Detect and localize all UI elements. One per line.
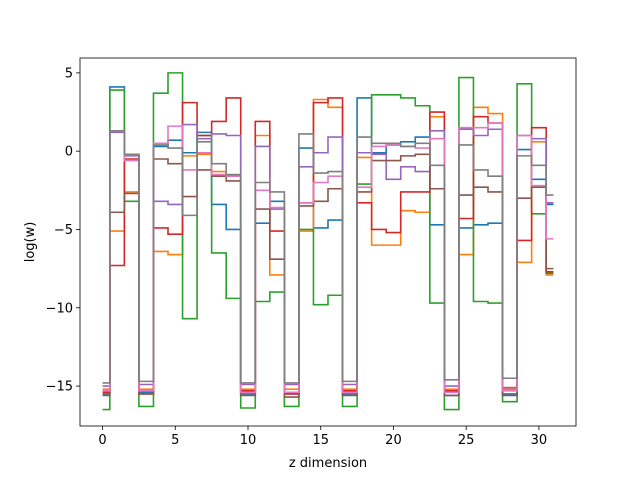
x-tick-label: 30 <box>531 433 548 448</box>
x-axis-label: z dimension <box>289 456 367 471</box>
x-tick-label: 0 <box>98 433 106 448</box>
series-line-1 <box>102 86 554 397</box>
y-tick-label: −15 <box>46 380 73 395</box>
series-line-4 <box>102 97 554 395</box>
y-tick-label: −5 <box>54 223 73 238</box>
x-tick-label: 25 <box>458 433 475 448</box>
x-axis-ticks: 0 5 10 15 20 25 30 <box>98 426 547 448</box>
x-tick-label: 20 <box>385 433 402 448</box>
series-layer <box>102 72 554 411</box>
series-line-7 <box>102 122 554 394</box>
y-tick-label: −10 <box>46 301 73 316</box>
y-axis-ticks: 5 0 −5 −10 −15 <box>46 66 80 395</box>
series-line-5 <box>102 123 554 389</box>
series-line-6 <box>102 153 554 398</box>
series-line-3 <box>102 72 554 411</box>
x-tick-label: 15 <box>312 433 329 448</box>
series-line-8 <box>102 130 554 384</box>
y-tick-label: 0 <box>65 145 73 160</box>
plot-area-frame <box>79 57 577 427</box>
x-tick-label: 5 <box>171 433 179 448</box>
y-tick-label: 5 <box>65 66 73 81</box>
x-tick-label: 10 <box>240 433 257 448</box>
y-axis-label: log(w) <box>23 222 38 263</box>
